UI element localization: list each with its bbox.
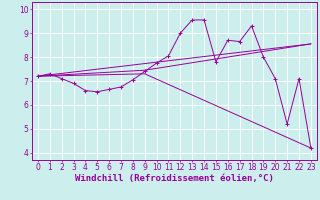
X-axis label: Windchill (Refroidissement éolien,°C): Windchill (Refroidissement éolien,°C) [75, 174, 274, 183]
